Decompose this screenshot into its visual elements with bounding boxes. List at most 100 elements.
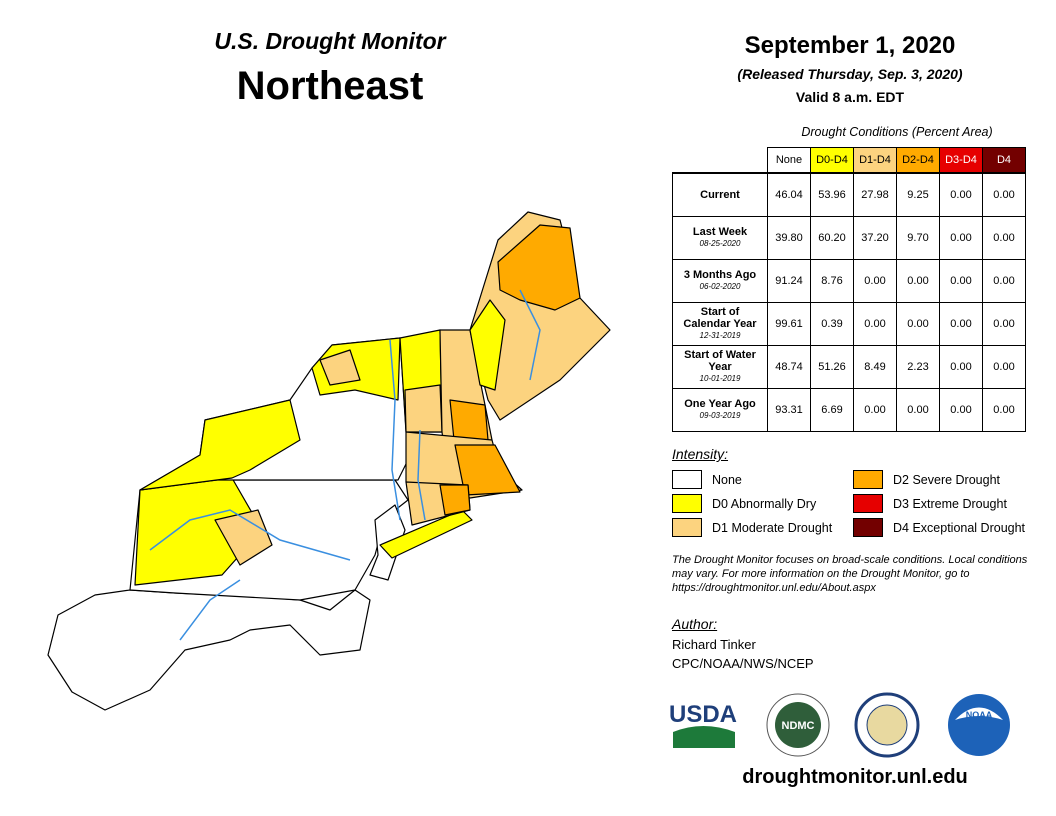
- legend-item: None: [672, 470, 742, 489]
- logo-shape: [866, 704, 908, 746]
- drought-area: [497, 224, 581, 311]
- cell-value: 46.04: [767, 172, 811, 217]
- map: [47, 211, 611, 711]
- cell-value: 0.00: [853, 259, 897, 303]
- map-date: September 1, 2020: [744, 32, 956, 59]
- cell-value: 60.20: [810, 216, 854, 260]
- column-header: D0-D4: [810, 147, 854, 174]
- table-row: Current 46.04 53.96 27.98 9.25 0.00 0.00: [672, 172, 1026, 217]
- state: [47, 589, 371, 711]
- cell-value: 27.98: [853, 172, 897, 217]
- legend-swatch: [853, 470, 883, 489]
- cell-value: 91.24: [767, 259, 811, 303]
- cell-value: 0.00: [982, 172, 1026, 217]
- row-label: Start of Calendar Year: [683, 306, 757, 330]
- drought-area: [404, 384, 443, 433]
- author-org: CPC/NOAA/NWS/NCEP: [672, 656, 814, 671]
- column-header: D3-D4: [939, 147, 983, 174]
- note: The Drought Monitor focuses on broad-sca…: [672, 554, 1028, 594]
- cell-value: 0.00: [896, 388, 940, 432]
- table-caption: Drought Conditions (Percent Area): [801, 125, 993, 139]
- program-title: U.S. Drought Monitor: [214, 28, 446, 54]
- cell-value: 0.00: [853, 388, 897, 432]
- column-header: D4: [982, 147, 1026, 174]
- cell-value: 53.96: [810, 172, 854, 217]
- cell-value: 8.49: [853, 345, 897, 389]
- cell-value: 0.00: [896, 259, 940, 303]
- cell-value: 9.25: [896, 172, 940, 217]
- cell-value: 0.00: [939, 302, 983, 346]
- logo-usda: USDA: [669, 701, 737, 728]
- cell-value: 0.00: [982, 345, 1026, 389]
- row-label: 3 Months Ago: [683, 269, 757, 281]
- river: [389, 339, 401, 521]
- row-date: 08-25-2020: [699, 239, 741, 248]
- row-label-cell: One Year Ago 09-03-2019: [672, 388, 768, 432]
- legend-title: Intensity:: [672, 446, 729, 462]
- drought-area: [469, 299, 506, 391]
- logos: USDA NDMC NOAA: [669, 692, 1010, 758]
- table-row: Start of Calendar Year 12-31-2019 99.61 0.3…: [672, 302, 1026, 346]
- cell-value: 48.74: [767, 345, 811, 389]
- legend-label: None: [712, 472, 742, 487]
- river: [519, 289, 541, 381]
- row-label: One Year Ago: [684, 398, 756, 410]
- cell-value: 2.23: [896, 345, 940, 389]
- legend-item: D3 Extreme Drought: [853, 494, 1007, 513]
- column-header: None: [767, 147, 811, 174]
- legend-item: D1 Moderate Drought: [672, 518, 832, 537]
- legend-label: D2 Severe Drought: [893, 472, 1001, 487]
- legend-item: D0 Abnormally Dry: [672, 494, 816, 513]
- logo-shape: [775, 702, 821, 748]
- cell-value: 0.00: [939, 216, 983, 260]
- cell-value: 9.70: [896, 216, 940, 260]
- drought-area: [214, 509, 273, 566]
- region-title: Northeast: [236, 64, 424, 108]
- map-regions: [47, 211, 611, 711]
- column-header: D2-D4: [896, 147, 940, 174]
- legend-swatch: [672, 494, 702, 513]
- table-row: Start of Water Year 10-01-2019 48.74 51.26 8…: [672, 345, 1026, 389]
- logo-ndmc: NDMC: [782, 720, 815, 732]
- row-date: 09-03-2019: [699, 411, 741, 420]
- column-header: D1-D4: [853, 147, 897, 174]
- legend-label: D4 Exceptional Drought: [893, 520, 1026, 535]
- legend-swatch: [672, 518, 702, 537]
- row-label-cell: Start of Water Year 10-01-2019: [672, 345, 768, 389]
- logo-noaa: NOAA: [966, 710, 993, 720]
- cell-value: 0.00: [939, 388, 983, 432]
- river: [179, 579, 241, 641]
- row-date: 12-31-2019: [699, 331, 741, 340]
- drought-area: [139, 399, 301, 491]
- legend-item: D4 Exceptional Drought: [853, 518, 1025, 537]
- cell-value: 6.69: [810, 388, 854, 432]
- table-row: Last Week 08-25-2020 39.80 60.20 37.20 9.70 0.…: [672, 216, 1026, 260]
- author-name: Richard Tinker: [672, 637, 756, 652]
- drought-area: [319, 349, 361, 386]
- row-label: Start of Water Year: [684, 349, 756, 373]
- river: [149, 509, 351, 561]
- conditions-table: None D0-D4 D1-D4 D2-D4 D3-D4 D4 Current 46.04 53…: [672, 147, 1026, 432]
- drought-area: [454, 444, 521, 496]
- row-label: Current: [700, 189, 740, 201]
- row-label-cell: 3 Months Ago 06-02-2020: [672, 259, 768, 303]
- release-date: (Released Thursday, Sep. 3, 2020): [737, 66, 963, 82]
- cell-value: 0.00: [982, 388, 1026, 432]
- logo-shape: [948, 694, 1010, 756]
- rivers: [149, 289, 541, 641]
- river: [417, 429, 426, 521]
- cell-value: 37.20: [853, 216, 897, 260]
- legend-swatch: [853, 518, 883, 537]
- row-label-cell: Start of Calendar Year 12-31-2019: [672, 302, 768, 346]
- cell-value: 0.00: [896, 302, 940, 346]
- cell-value: 0.00: [939, 345, 983, 389]
- valid-time: Valid 8 a.m. EDT: [795, 89, 905, 105]
- legend-label: D3 Extreme Drought: [893, 496, 1007, 511]
- cell-value: 0.00: [939, 259, 983, 303]
- row-date: 10-01-2019: [699, 374, 741, 383]
- blank-cell: [673, 148, 768, 174]
- cell-value: 0.00: [982, 259, 1026, 303]
- legend-item: D2 Severe Drought: [853, 470, 1000, 489]
- author-heading: Author:: [672, 616, 718, 632]
